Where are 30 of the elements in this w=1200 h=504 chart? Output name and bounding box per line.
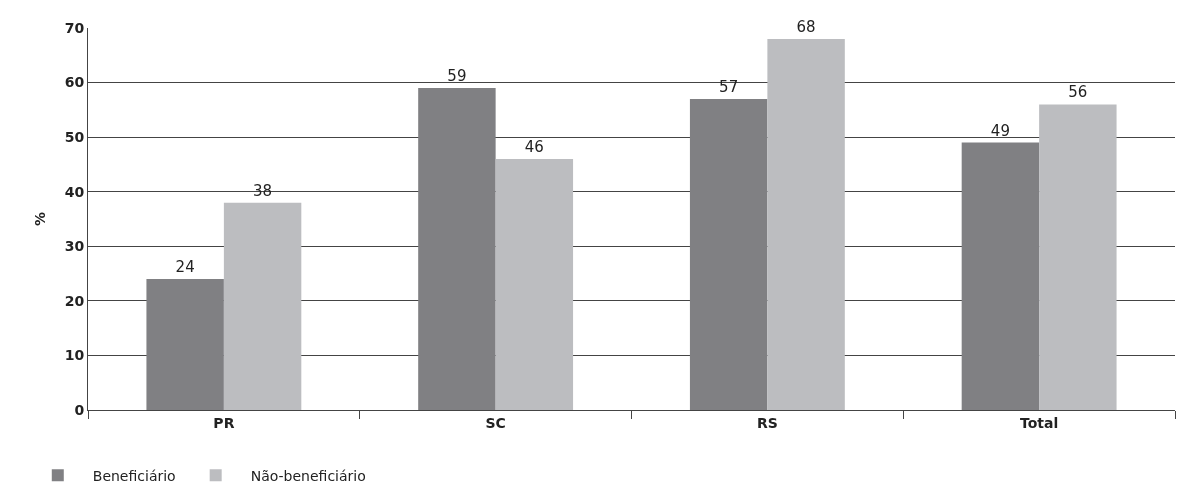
data-label: 46	[524, 137, 544, 156]
bar	[146, 279, 224, 410]
legend-label: Não-beneficiário	[250, 467, 366, 484]
bar	[495, 158, 574, 410]
bar	[961, 142, 1040, 410]
data-label: 56	[1068, 83, 1088, 102]
y-tick-label: 20	[64, 292, 85, 309]
y-tick-label: 50	[64, 129, 85, 146]
bar	[418, 88, 496, 410]
y-tick-label: 0	[74, 401, 85, 418]
bar	[1039, 104, 1117, 410]
data-label: 49	[990, 121, 1010, 140]
x-tick-label: SC	[485, 414, 506, 431]
data-label: 24	[175, 258, 195, 277]
data-label: 57	[719, 77, 739, 96]
y-tick-label: 70	[64, 19, 85, 36]
y-tick-label: 40	[64, 183, 85, 200]
legend-label: Beneficiário	[92, 467, 176, 484]
y-axis-title: %	[32, 211, 49, 227]
x-tick-label: PR	[213, 414, 235, 431]
y-tick-label: 30	[64, 238, 85, 255]
bar	[689, 98, 768, 410]
data-label: 59	[447, 67, 467, 86]
bar	[223, 202, 302, 410]
x-tick-label: Total	[1020, 414, 1059, 431]
x-tick-label: RS	[756, 414, 778, 431]
data-label: 68	[796, 17, 816, 36]
bar	[767, 38, 845, 410]
y-tick-label: 10	[64, 347, 85, 364]
y-tick-label: 60	[64, 74, 85, 91]
